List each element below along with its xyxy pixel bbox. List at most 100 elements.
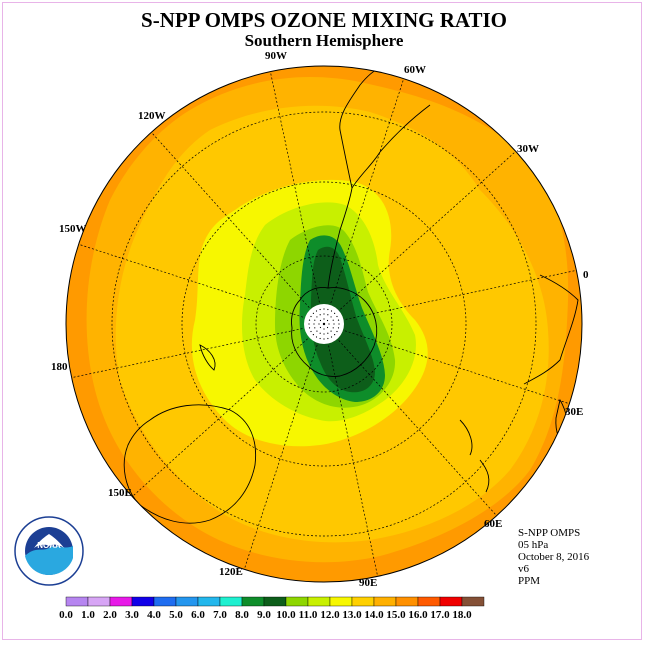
polar-dot [336, 330, 338, 333]
colorbar-swatch [285, 596, 309, 607]
polar-dot [308, 327, 311, 329]
polar-dot [323, 313, 325, 315]
polar-dot [334, 334, 336, 336]
colorbar: 0.0 1.0 2.0 3.0 4.0 5.0 6.0 7.0 8.0 9.0 10.0 11.0 12… [59, 596, 485, 621]
lon-label-90w: 90W [265, 50, 287, 62]
lon-label-120e: 120E [219, 566, 243, 578]
polar-dot [310, 330, 312, 333]
lon-label-60w: 60W [404, 64, 426, 76]
info-instrument: S-NPP OMPS [518, 527, 581, 539]
polar-dot [319, 332, 321, 334]
colorbar-swatch [65, 596, 89, 607]
polar-dot [330, 310, 333, 312]
polar-dot [332, 327, 334, 329]
colorbar-swatch [307, 596, 331, 607]
meridian-line [151, 132, 310, 308]
polar-dot [336, 315, 338, 318]
colorbar-tick-label: 15.0 [386, 609, 406, 621]
info-version: v6 [518, 563, 529, 575]
lon-label-30e: 30E [565, 406, 583, 418]
colorbar-tick-label: 11.0 [299, 609, 318, 621]
colorbar-swatch [329, 596, 353, 607]
colorbar-tick-label: 0.0 [59, 609, 73, 621]
noaa-logo: NOAA [14, 516, 84, 586]
colorbar-swatch [351, 596, 375, 607]
polar-dot [312, 334, 314, 336]
colorbar-swatch [439, 596, 463, 607]
meridian-line [243, 344, 318, 570]
colorbar-tick-label: 8.0 [235, 609, 249, 621]
meridian-line [330, 78, 405, 304]
lon-label-60e: 60E [484, 518, 502, 530]
meridian-line [344, 330, 570, 405]
polar-dot [319, 314, 321, 316]
colorbar-tick-label: 13.0 [342, 609, 362, 621]
colorbar-tick-label: 6.0 [191, 609, 205, 621]
plot-frame [2, 2, 642, 640]
colorbar-swatch [153, 596, 177, 607]
polar-dot [328, 323, 330, 325]
colorbar-tick-label: 5.0 [169, 609, 183, 621]
colorbar-tick-label: 9.0 [257, 609, 271, 621]
meridian-line [71, 328, 303, 378]
graticule [71, 71, 577, 577]
polar-dot [326, 319, 329, 322]
lon-label-0: 0 [583, 269, 589, 281]
polar-dot [333, 323, 335, 325]
colorbar-tick-label: 4.0 [147, 609, 161, 621]
colorbar-tick-label: 18.0 [452, 609, 472, 621]
noaa-logo-text: NOAA [37, 541, 61, 550]
polar-dot [327, 308, 329, 311]
meridian-line [132, 338, 308, 497]
polar-dot [332, 319, 334, 321]
polar-dot [323, 318, 325, 320]
colorbar-swatch [197, 596, 221, 607]
polar-dot [327, 314, 329, 316]
polar-dot [318, 323, 320, 325]
polar-dot [319, 308, 321, 311]
polar-dot [323, 328, 325, 330]
polar-dots [308, 308, 340, 340]
colorbar-swatch [395, 596, 419, 607]
info-block: S-NPP OMPS 05 hPa October 8, 2016 v6 PPM [518, 527, 589, 587]
colorbar-tick-label: 7.0 [213, 609, 227, 621]
polar-dot [316, 330, 318, 332]
polar-dot [337, 327, 340, 329]
polar-dot [323, 308, 325, 310]
longitude-labels: 90W 60W 30W 0 30E 60E 90E 120E 150E 180 … [51, 50, 589, 589]
polar-dot [334, 312, 336, 314]
colorbar-swatch [131, 596, 155, 607]
colorbar-swatch [175, 596, 199, 607]
polar-dot [319, 337, 321, 340]
colorbar-swatch [373, 596, 397, 607]
polar-dot [326, 326, 329, 329]
meridian-line [340, 151, 516, 310]
colorbar-tick-label: 2.0 [103, 609, 117, 621]
lon-label-90e: 90E [359, 577, 377, 589]
colorbar-tick-label: 1.0 [81, 609, 95, 621]
polar-dot [319, 319, 322, 322]
meridian-line [345, 270, 577, 320]
colorbar-tick-label: 3.0 [125, 609, 139, 621]
map-title: S-NPP OMPS OZONE MIXING RATIO [141, 8, 507, 32]
map-boundary [65, 65, 583, 583]
polar-dot [319, 326, 322, 329]
colorbar-tick-label: 16.0 [408, 609, 428, 621]
polar-dot [316, 316, 318, 318]
polar-dot [314, 327, 316, 329]
polar-dot [337, 319, 340, 321]
info-level: 05 hPa [518, 539, 549, 551]
polar-dot [323, 338, 325, 340]
lon-label-150e: 150E [108, 487, 132, 499]
polar-dot [308, 323, 310, 325]
lon-label-120w: 120W [138, 110, 166, 122]
meridian-line [78, 243, 304, 318]
polar-dot [313, 323, 315, 325]
polar-dot [327, 337, 329, 340]
colorbar-swatch [219, 596, 243, 607]
info-date: October 8, 2016 [518, 551, 590, 563]
polar-dot [315, 310, 318, 312]
colorbar-swatch [263, 596, 287, 607]
polar-dot [315, 336, 318, 338]
